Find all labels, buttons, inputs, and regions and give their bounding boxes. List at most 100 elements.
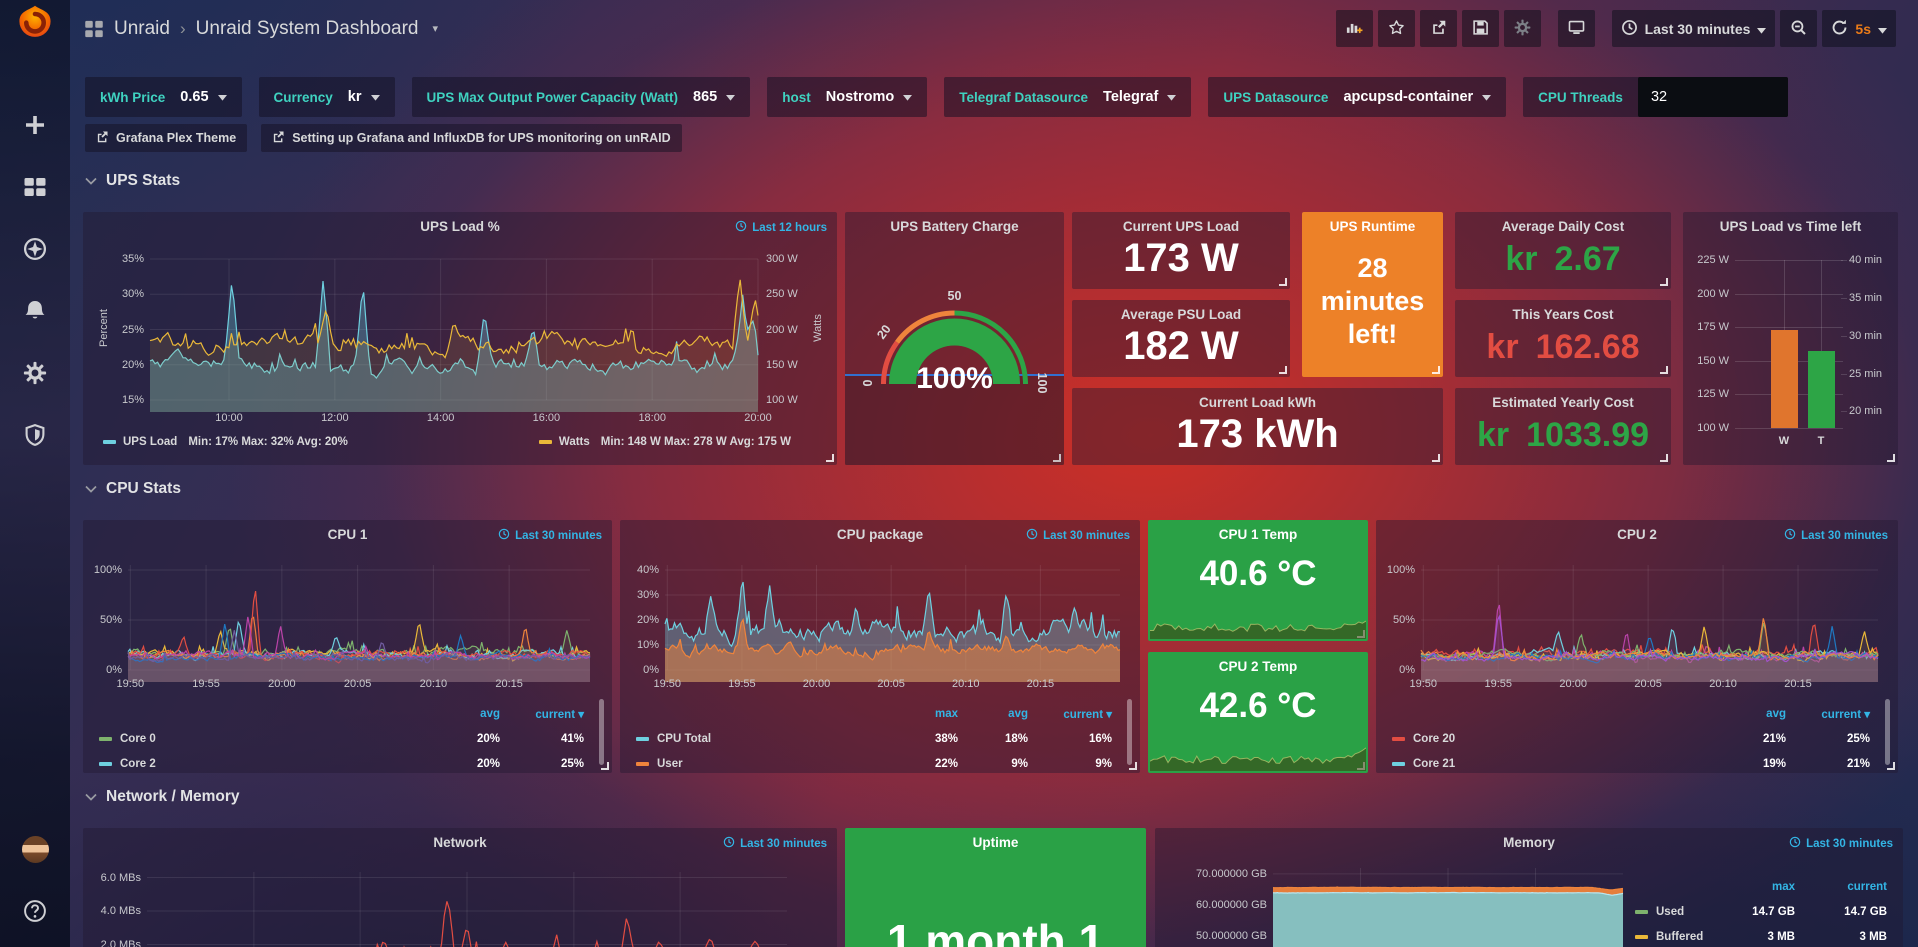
legend-series-label: CPU Total	[657, 732, 712, 745]
gauge-number: 100%	[916, 362, 993, 395]
external-link-icon	[96, 130, 109, 146]
breadcrumb-page-title[interactable]: Unraid System Dashboard	[195, 17, 419, 39]
save-button[interactable]	[1461, 10, 1499, 47]
legend-column-header[interactable]: avg	[480, 707, 500, 720]
gauge-scale-label: 50	[947, 289, 962, 303]
legend-column-header[interactable]: current ▾	[1821, 708, 1870, 721]
zoom-out-icon	[1790, 19, 1807, 39]
variable-host: host Nostromo	[767, 77, 928, 117]
refresh-icon	[1831, 19, 1848, 39]
refresh-button[interactable]: 5s	[1822, 10, 1896, 47]
section-header-net[interactable]: Network / Memory	[85, 788, 240, 806]
axis-tick-label: 20:00	[268, 678, 296, 690]
axis-tick-label: 19:50	[116, 678, 145, 690]
chevron-down-icon	[85, 480, 97, 498]
legend-row-label[interactable]: Used	[1635, 906, 1715, 918]
zoom-out-button[interactable]	[1780, 10, 1818, 47]
variable-value-dropdown[interactable]: 865	[693, 89, 750, 105]
gridline	[1841, 373, 1847, 375]
grafana-logo[interactable]	[13, 3, 57, 47]
star-button[interactable]	[1377, 10, 1415, 47]
breadcrumb-root[interactable]: Unraid	[114, 17, 170, 39]
panel-estYearlyCost: Estimated Yearly Cost kr 1033.99	[1455, 388, 1671, 465]
variable-value-dropdown[interactable]: Telegraf	[1103, 89, 1191, 105]
legend-row-label[interactable]: Buffered	[1635, 931, 1715, 943]
settings-button[interactable]	[1503, 10, 1541, 47]
axis-tick-label: 125 W	[1697, 388, 1729, 401]
variable-value-dropdown[interactable]: Nostromo	[826, 89, 927, 105]
legend-row-label[interactable]: Core 20	[1392, 733, 1716, 745]
legend-column-header[interactable]: current ▾	[535, 708, 584, 721]
panel-title: Average PSU Load	[1120, 307, 1242, 322]
sidebar-item-explore[interactable]	[11, 227, 59, 275]
axis-tick-label: 18:00	[638, 412, 666, 424]
section-title: Network / Memory	[106, 788, 240, 805]
gauge-value: 100%	[845, 362, 1064, 396]
chevron-down-icon	[1482, 89, 1492, 105]
legend-row-label[interactable]: User	[636, 758, 888, 770]
panel-time-range[interactable]: Last 30 minutes	[1026, 528, 1130, 543]
panel-time-range[interactable]: Last 30 minutes	[1784, 528, 1888, 543]
add-panel-button[interactable]	[1335, 10, 1373, 47]
axis-tick-label: 19:55	[192, 678, 220, 690]
dashboard-grid-icon[interactable]	[84, 19, 104, 39]
sidebar-item-alerting[interactable]	[11, 289, 59, 337]
sidebar-item-help[interactable]	[11, 889, 59, 937]
legend-column-header[interactable]: current ▾	[1063, 708, 1112, 721]
dashboard-link[interactable]: Setting up Grafana and InfluxDB for UPS …	[261, 124, 682, 152]
panel-time-range[interactable]: Last 30 minutes	[1789, 836, 1893, 851]
panel-time-range[interactable]: Last 30 minutes	[498, 528, 602, 543]
sidebar-item-server-admin[interactable]	[11, 413, 59, 461]
stat-number: 182 W	[1123, 324, 1239, 368]
legend-scrollbar[interactable]	[1127, 699, 1132, 765]
sidebar-item-profile[interactable]	[11, 825, 59, 873]
sidebar-item-create[interactable]	[11, 103, 59, 151]
legend-row-label[interactable]: CPU Total	[636, 733, 888, 745]
axis-tick-label: 19:55	[1484, 678, 1512, 690]
legend-item[interactable]: UPS Load Min: 17% Max: 32% Avg: 20%	[103, 436, 348, 448]
stat-value: 1 month 1	[845, 914, 1146, 947]
legend-series-marker	[103, 440, 116, 444]
legend-column-header[interactable]: avg	[1008, 707, 1028, 720]
legend-series-label: Used	[1656, 905, 1685, 918]
share-button[interactable]	[1419, 10, 1457, 47]
legend-column-header[interactable]: max	[934, 707, 958, 720]
cpu-threads-input[interactable]: 32	[1637, 77, 1788, 117]
panel-time-range[interactable]: Last 30 minutes	[723, 836, 827, 851]
legend-scrollbar[interactable]	[599, 699, 604, 765]
section-header-cpu[interactable]: CPU Stats	[85, 480, 181, 498]
variable-value-dropdown[interactable]: apcupsd-container	[1343, 89, 1506, 105]
cycle-view-button[interactable]	[1557, 10, 1595, 47]
section-header-ups[interactable]: UPS Stats	[85, 172, 180, 190]
legend-row-label[interactable]: Core 0	[99, 733, 430, 745]
legend-column-header[interactable]: max	[1771, 880, 1795, 893]
stat-value: 173 kWh	[1072, 412, 1443, 457]
variable-value-dropdown[interactable]: 0.65	[180, 89, 241, 105]
variable-value-dropdown[interactable]: kr	[348, 89, 395, 105]
panel-title: CPU package	[836, 527, 924, 542]
legend-item[interactable]: Watts Min: 148 W Max: 278 W Avg: 175 W	[538, 436, 791, 448]
legend-row-label[interactable]: Core 21	[1392, 758, 1716, 770]
sidebar-item-configuration[interactable]	[11, 351, 59, 399]
time-range-label: Last 30 minutes	[1801, 529, 1888, 542]
sidebar-item-dashboards[interactable]	[11, 165, 59, 213]
legend-column-header[interactable]: current	[1847, 880, 1887, 893]
panel-legend: max current Used 14.7 GB 14.7 GB Buffered 3 MB…	[1635, 874, 1887, 947]
axis-tick-label: 0%	[106, 664, 122, 676]
legend-scrollbar[interactable]	[1885, 699, 1890, 765]
panel-title: Uptime	[972, 835, 1019, 850]
chevron-down-icon[interactable]: ▾	[432, 23, 439, 35]
dashboard-link[interactable]: Grafana Plex Theme	[85, 124, 248, 152]
panel-avgDailyCost: Average Daily Cost kr 2.67	[1455, 212, 1671, 289]
axis-tick-label: 19:50	[1409, 678, 1438, 690]
axis-tick-label: 50%	[99, 614, 122, 626]
sidebar-bottom	[11, 825, 59, 937]
panel-time-range[interactable]: Last 12 hours	[735, 220, 827, 235]
time-range-picker[interactable]: Last 30 minutes	[1611, 10, 1776, 47]
gridline	[1735, 428, 1843, 429]
legend-row-label[interactable]: Core 2	[99, 758, 430, 770]
legend-column-header[interactable]: avg	[1766, 707, 1786, 720]
gridline	[1735, 293, 1843, 295]
apps-icon	[23, 175, 47, 204]
variable-label: Currency	[273, 89, 333, 105]
